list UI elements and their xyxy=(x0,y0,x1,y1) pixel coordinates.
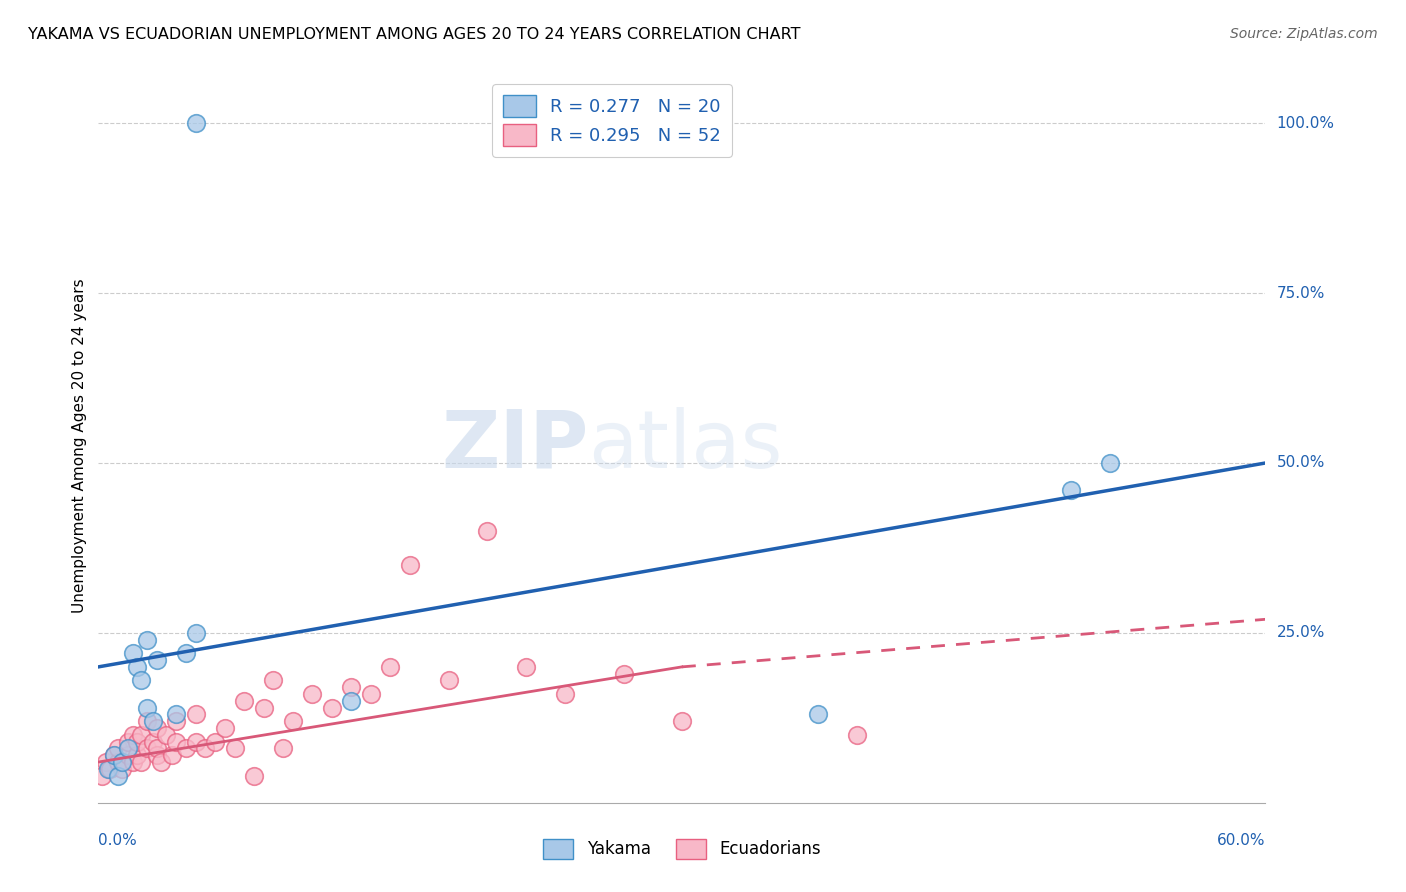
Point xyxy=(103,748,125,763)
Point xyxy=(378,660,402,674)
Point xyxy=(321,700,343,714)
Point xyxy=(253,700,276,714)
Point xyxy=(142,714,165,729)
Point xyxy=(117,741,139,756)
Point xyxy=(184,626,207,640)
Point xyxy=(398,558,420,572)
Text: 0.0%: 0.0% xyxy=(98,833,138,848)
Point xyxy=(98,762,121,776)
Point xyxy=(136,700,159,714)
Point xyxy=(340,694,363,708)
Point xyxy=(214,721,236,735)
Point xyxy=(437,673,460,688)
Point xyxy=(155,728,177,742)
Point xyxy=(136,632,159,647)
Point xyxy=(146,748,169,763)
Point xyxy=(107,769,129,783)
Point xyxy=(91,769,114,783)
Point xyxy=(122,728,145,742)
Point xyxy=(136,714,159,729)
Point xyxy=(233,694,256,708)
Point xyxy=(165,707,187,722)
Point xyxy=(97,762,120,776)
Point xyxy=(107,755,129,769)
Point xyxy=(149,755,172,769)
Point xyxy=(1060,483,1083,498)
Point xyxy=(103,748,125,763)
Text: 100.0%: 100.0% xyxy=(1277,116,1334,131)
Point xyxy=(184,707,207,722)
Point xyxy=(127,748,149,763)
Text: 60.0%: 60.0% xyxy=(1218,833,1265,848)
Point xyxy=(204,734,226,748)
Point xyxy=(671,714,693,729)
Point xyxy=(107,741,129,756)
Point xyxy=(165,714,187,729)
Point xyxy=(165,734,187,748)
Legend: Yakama, Ecuadorians: Yakama, Ecuadorians xyxy=(537,832,827,866)
Point xyxy=(122,646,145,660)
Point xyxy=(129,673,152,688)
Point xyxy=(262,673,284,688)
Y-axis label: Unemployment Among Ages 20 to 24 years: Unemployment Among Ages 20 to 24 years xyxy=(72,278,87,614)
Point xyxy=(146,721,169,735)
Point xyxy=(281,714,304,729)
Point xyxy=(111,755,134,769)
Text: YAKAMA VS ECUADORIAN UNEMPLOYMENT AMONG AGES 20 TO 24 YEARS CORRELATION CHART: YAKAMA VS ECUADORIAN UNEMPLOYMENT AMONG … xyxy=(28,27,800,42)
Point xyxy=(360,687,382,701)
Point xyxy=(111,762,134,776)
Point xyxy=(515,660,537,674)
Text: Source: ZipAtlas.com: Source: ZipAtlas.com xyxy=(1230,27,1378,41)
Point xyxy=(162,748,184,763)
Point xyxy=(845,728,868,742)
Point xyxy=(122,755,145,769)
Text: 50.0%: 50.0% xyxy=(1277,456,1324,470)
Text: 25.0%: 25.0% xyxy=(1277,625,1324,640)
Point xyxy=(243,769,266,783)
Point xyxy=(129,755,152,769)
Point xyxy=(117,748,139,763)
Point xyxy=(194,741,217,756)
Point xyxy=(117,734,139,748)
Text: ZIP: ZIP xyxy=(441,407,589,485)
Point xyxy=(184,116,207,130)
Point xyxy=(1098,456,1121,470)
Point xyxy=(271,741,294,756)
Point xyxy=(477,524,499,538)
Point xyxy=(612,666,634,681)
Point xyxy=(301,687,323,701)
Point xyxy=(184,734,207,748)
Point xyxy=(340,680,363,694)
Point xyxy=(224,741,246,756)
Point xyxy=(146,653,169,667)
Point xyxy=(174,646,197,660)
Point xyxy=(174,741,197,756)
Point xyxy=(127,660,149,674)
Text: atlas: atlas xyxy=(589,407,783,485)
Point xyxy=(554,687,576,701)
Point xyxy=(96,755,118,769)
Text: 75.0%: 75.0% xyxy=(1277,285,1324,301)
Point xyxy=(129,728,152,742)
Point xyxy=(127,734,149,748)
Point xyxy=(142,734,165,748)
Point xyxy=(807,707,830,722)
Point xyxy=(146,741,169,756)
Point xyxy=(136,741,159,756)
